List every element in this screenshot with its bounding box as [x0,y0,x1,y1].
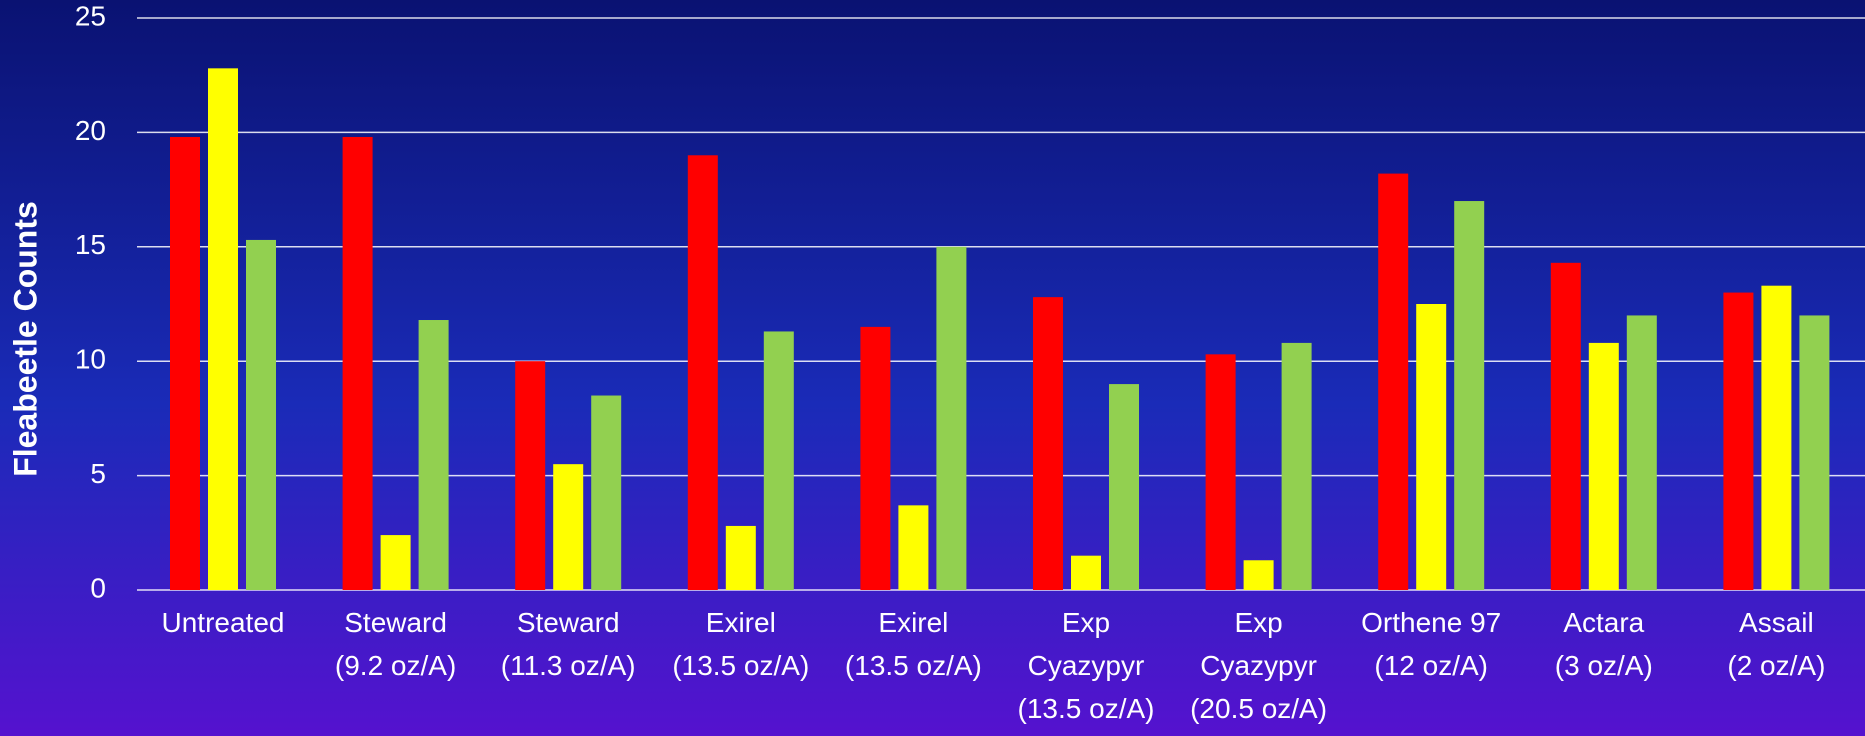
x-tick-label-line: (13.5 oz/A) [845,650,982,681]
x-tick-label: Actara (3 oz/A) [1555,607,1653,681]
x-tick-label-line: Exirel [706,607,776,638]
x-tick-label-line: Exp [1062,607,1110,638]
y-tick-label: 0 [90,572,106,603]
bar [725,525,756,590]
x-tick-label-line: Exirel [878,607,948,638]
y-tick-label: 20 [75,115,106,146]
x-tick-label-line: (12 oz/A) [1374,650,1488,681]
x-tick-label: Steward (9.2 oz/A) [335,607,456,681]
x-tick-label: Exirel (13.5 oz/A) [672,607,809,681]
x-tick-label-line: Actara [1563,607,1644,638]
x-tick-label-line: (13.5 oz/A) [672,650,809,681]
bar [1033,297,1063,590]
x-tick-label-line: (9.2 oz/A) [335,650,456,681]
x-tick-label-line: (3 oz/A) [1555,650,1653,681]
bar [1071,555,1101,590]
bar [553,464,584,590]
bar [1205,354,1236,590]
bar [763,331,794,590]
x-tick-label-line: Cyazypyr [1028,650,1145,681]
bar [1626,315,1657,590]
y-tick-label: 5 [90,458,106,489]
y-tick-label: 10 [75,344,106,375]
bar [1761,285,1792,590]
x-tick-label-line: (11.3 oz/A) [501,650,636,681]
bar [591,395,622,590]
bar [860,326,891,590]
y-axis-title: Fleabeetle Counts [7,201,43,477]
bar [687,155,718,590]
x-tick-label: Orthene 97 (12 oz/A) [1361,607,1501,681]
x-tick-label: Steward (11.3 oz/A) [501,607,636,681]
bar [1109,384,1139,590]
x-tick-label-line: Steward [344,607,447,638]
x-tick-label-line: Cyazypyr [1200,650,1317,681]
bar [1723,292,1754,590]
bar [1416,304,1447,590]
bar [1588,342,1619,590]
x-tick-label: Exirel (13.5 oz/A) [845,607,982,681]
bar [1454,201,1485,591]
x-tick-label-line: Exp [1234,607,1282,638]
bar [1378,173,1409,591]
bar [418,320,449,590]
bar [1281,342,1312,590]
x-tick-label-line: Steward [517,607,620,638]
y-tick-label: 25 [75,0,106,31]
bar [1243,560,1274,590]
bar [170,136,200,590]
x-tick-label: Assail (2 oz/A) [1727,607,1825,681]
bar [246,239,276,590]
x-tick-label-line: (13.5 oz/A) [1018,693,1155,724]
bar [208,68,238,590]
bar [898,505,929,590]
bar [342,136,373,590]
bar [1550,262,1581,590]
y-tick-label: 15 [75,229,106,260]
x-tick-label-line: (20.5 oz/A) [1190,693,1327,724]
x-tick-label-line: Orthene 97 [1361,607,1501,638]
x-tick-label: Exp Cyazypyr (13.5 oz/A) [1018,607,1155,724]
x-tick-label-line: (2 oz/A) [1727,650,1825,681]
x-tick-label-line: Untreated [162,607,285,638]
x-tick-label: Untreated [162,607,285,638]
bar [1799,315,1830,590]
x-tick-label: Exp Cyazypyr (20.5 oz/A) [1190,607,1327,724]
bar [936,246,967,591]
x-tick-label-line: Assail [1739,607,1814,638]
bar [380,535,411,590]
bar [515,361,546,590]
